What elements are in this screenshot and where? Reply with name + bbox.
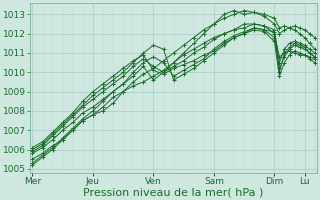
- X-axis label: Pression niveau de la mer( hPa ): Pression niveau de la mer( hPa ): [84, 187, 264, 197]
